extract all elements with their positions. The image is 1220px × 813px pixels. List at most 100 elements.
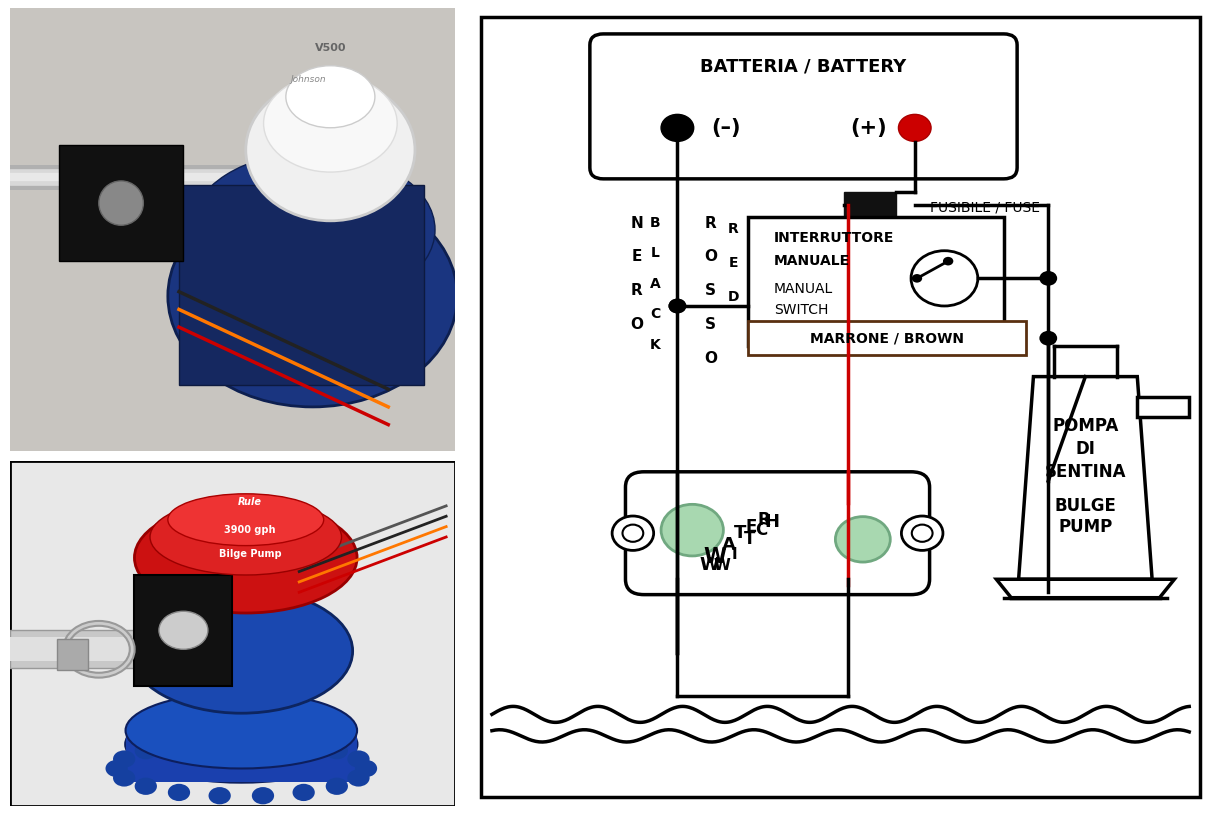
Text: T: T bbox=[744, 530, 755, 548]
Ellipse shape bbox=[134, 502, 357, 613]
FancyBboxPatch shape bbox=[481, 17, 1200, 798]
Ellipse shape bbox=[190, 152, 436, 307]
FancyBboxPatch shape bbox=[10, 8, 455, 451]
FancyBboxPatch shape bbox=[134, 575, 232, 685]
FancyBboxPatch shape bbox=[10, 630, 148, 668]
Text: A: A bbox=[722, 537, 736, 554]
Circle shape bbox=[348, 750, 370, 767]
Circle shape bbox=[134, 777, 157, 795]
Circle shape bbox=[898, 115, 931, 141]
FancyBboxPatch shape bbox=[626, 472, 930, 594]
Circle shape bbox=[911, 274, 922, 283]
Ellipse shape bbox=[168, 185, 458, 407]
Text: V500: V500 bbox=[315, 43, 346, 53]
FancyBboxPatch shape bbox=[10, 637, 148, 662]
Ellipse shape bbox=[131, 589, 353, 713]
Circle shape bbox=[134, 742, 157, 759]
Circle shape bbox=[159, 611, 207, 650]
Text: H: H bbox=[764, 513, 780, 531]
Circle shape bbox=[661, 115, 694, 141]
Text: C: C bbox=[755, 521, 767, 539]
Text: INTERRUTTORE: INTERRUTTORE bbox=[773, 232, 894, 246]
Text: E: E bbox=[632, 250, 642, 264]
Text: R: R bbox=[727, 222, 738, 237]
Text: POMPA: POMPA bbox=[1052, 417, 1119, 435]
Circle shape bbox=[251, 787, 274, 804]
Text: O: O bbox=[704, 350, 717, 366]
Text: D: D bbox=[727, 289, 739, 304]
Circle shape bbox=[209, 787, 231, 804]
Text: E: E bbox=[745, 518, 758, 536]
Text: T: T bbox=[734, 524, 747, 542]
Circle shape bbox=[168, 784, 190, 801]
Text: B: B bbox=[650, 216, 660, 230]
Circle shape bbox=[209, 733, 231, 750]
Circle shape bbox=[326, 742, 348, 759]
FancyBboxPatch shape bbox=[748, 217, 1004, 346]
FancyBboxPatch shape bbox=[179, 185, 423, 385]
FancyBboxPatch shape bbox=[10, 461, 455, 806]
Circle shape bbox=[612, 516, 654, 550]
Text: MARRONE / BROWN: MARRONE / BROWN bbox=[810, 331, 964, 346]
FancyBboxPatch shape bbox=[589, 34, 1017, 179]
Text: N: N bbox=[631, 215, 643, 231]
Ellipse shape bbox=[126, 693, 357, 768]
Text: DI: DI bbox=[1075, 440, 1096, 458]
Text: C: C bbox=[650, 307, 660, 321]
Circle shape bbox=[113, 769, 135, 787]
Ellipse shape bbox=[126, 706, 357, 782]
Text: L: L bbox=[650, 246, 660, 260]
Text: K: K bbox=[650, 337, 660, 352]
Ellipse shape bbox=[150, 499, 342, 575]
Circle shape bbox=[669, 298, 687, 313]
Circle shape bbox=[902, 516, 943, 550]
FancyBboxPatch shape bbox=[844, 193, 897, 217]
FancyBboxPatch shape bbox=[126, 730, 357, 782]
Circle shape bbox=[669, 298, 687, 313]
Text: Johnson: Johnson bbox=[290, 75, 326, 84]
Circle shape bbox=[943, 257, 953, 266]
FancyBboxPatch shape bbox=[59, 146, 183, 261]
Circle shape bbox=[99, 181, 144, 225]
Circle shape bbox=[326, 777, 348, 795]
Circle shape bbox=[105, 760, 128, 777]
Text: W: W bbox=[714, 558, 731, 572]
Circle shape bbox=[348, 769, 370, 787]
Circle shape bbox=[661, 504, 723, 556]
Text: R: R bbox=[758, 511, 771, 528]
Text: MANUALE: MANUALE bbox=[773, 254, 850, 268]
Text: BATTERIA / BATTERY: BATTERIA / BATTERY bbox=[700, 58, 906, 76]
Text: SENTINA: SENTINA bbox=[1044, 463, 1126, 481]
Text: 3900 gph: 3900 gph bbox=[224, 525, 276, 535]
Circle shape bbox=[355, 760, 377, 777]
Circle shape bbox=[1039, 331, 1058, 346]
Polygon shape bbox=[997, 580, 1175, 598]
Circle shape bbox=[1039, 271, 1058, 285]
Text: S: S bbox=[705, 317, 716, 332]
Ellipse shape bbox=[245, 79, 415, 221]
Polygon shape bbox=[1019, 376, 1152, 580]
Circle shape bbox=[911, 524, 932, 541]
Text: (–): (–) bbox=[711, 118, 741, 138]
Text: W: W bbox=[703, 546, 726, 567]
Text: W: W bbox=[699, 556, 720, 574]
Text: R: R bbox=[705, 215, 716, 231]
Text: O: O bbox=[704, 250, 717, 264]
Ellipse shape bbox=[168, 493, 323, 546]
Circle shape bbox=[251, 733, 274, 750]
FancyBboxPatch shape bbox=[10, 8, 455, 451]
Text: Bilge Pump: Bilge Pump bbox=[218, 550, 282, 559]
Text: Rule: Rule bbox=[238, 498, 262, 507]
Text: A: A bbox=[650, 277, 660, 291]
Circle shape bbox=[293, 736, 315, 753]
Text: (+): (+) bbox=[850, 118, 887, 138]
Text: S: S bbox=[705, 283, 716, 298]
FancyBboxPatch shape bbox=[748, 321, 1026, 355]
Circle shape bbox=[293, 784, 315, 801]
Text: MANUAL: MANUAL bbox=[773, 282, 833, 297]
Circle shape bbox=[168, 736, 190, 753]
Circle shape bbox=[622, 524, 643, 541]
Circle shape bbox=[911, 250, 977, 306]
Text: BULGE: BULGE bbox=[1054, 497, 1116, 515]
Ellipse shape bbox=[264, 75, 398, 172]
